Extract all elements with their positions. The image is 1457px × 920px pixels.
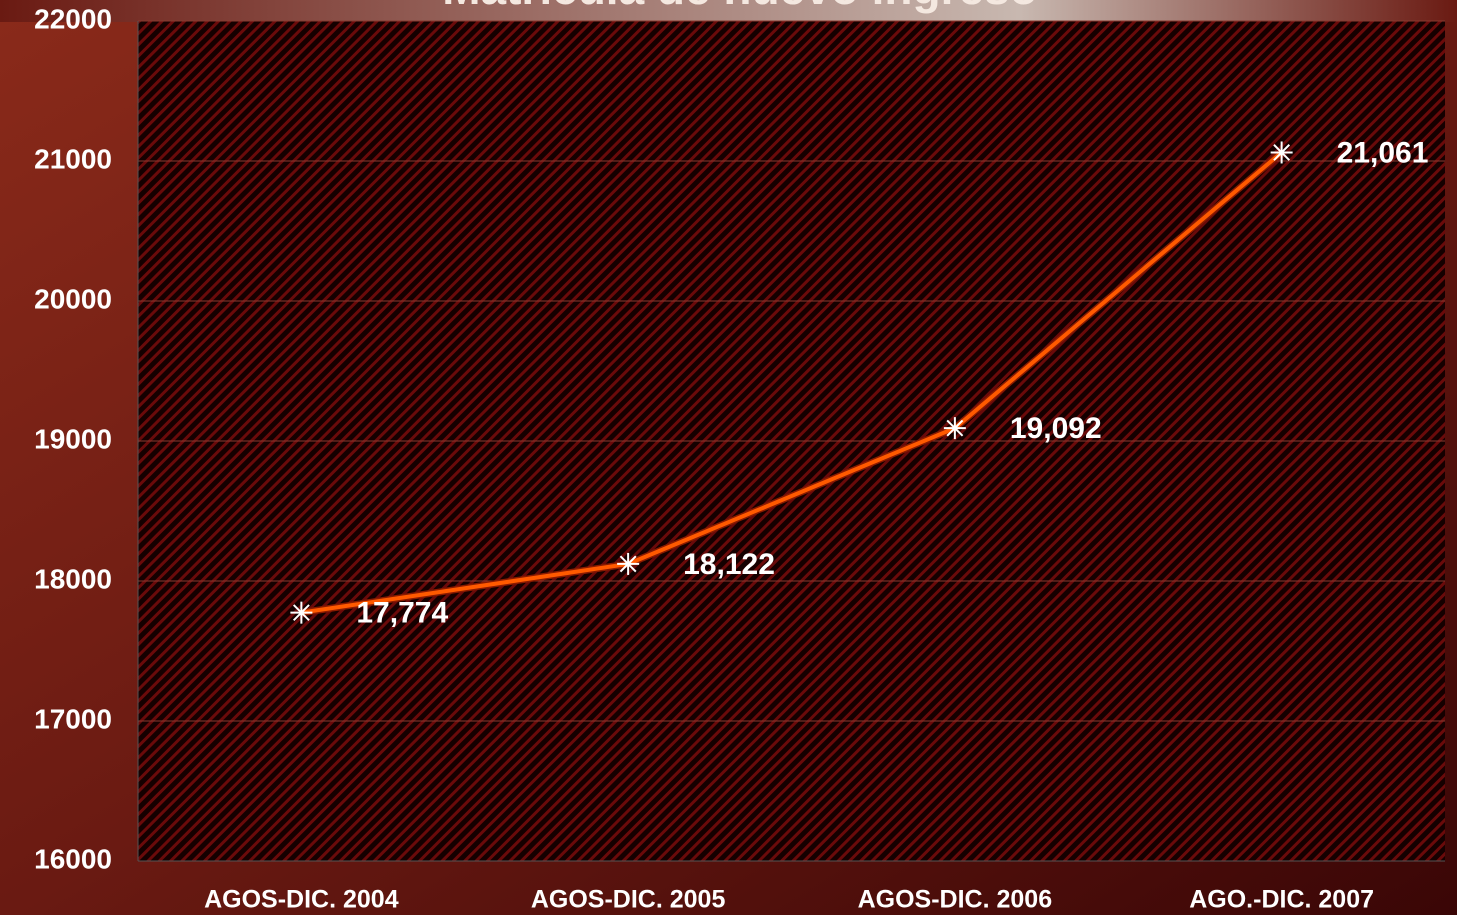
marker: [617, 552, 640, 575]
y-tick-label: 20000: [34, 283, 112, 314]
marker-stroke: [1273, 144, 1291, 161]
y-tick-label: 19000: [34, 423, 112, 454]
marker: [1270, 141, 1293, 164]
marker-stroke: [619, 555, 637, 573]
title-band: [0, 0, 1457, 22]
y-tick-label: 18000: [34, 563, 112, 594]
marker-stroke: [292, 604, 310, 622]
marker: [943, 417, 966, 440]
marker: [290, 601, 313, 624]
chart-title: Matrícula de nuevo ingreso: [442, 0, 1038, 14]
y-tick-label: 22000: [34, 3, 112, 34]
x-tick-label: AGO.-DIC. 2007: [1189, 886, 1374, 914]
data-label: 18,122: [683, 548, 775, 581]
y-tick-label: 21000: [34, 143, 112, 174]
line: [301, 150, 1283, 615]
data-label: 19,092: [1010, 412, 1102, 445]
data-label: 21,061: [1337, 136, 1429, 169]
data-label: 17,774: [356, 597, 448, 630]
x-tick-label: AGOS-DIC. 2006: [858, 886, 1053, 914]
y-tick-label: 17000: [34, 703, 112, 734]
x-tick-label: AGOS-DIC. 2005: [531, 886, 726, 914]
y-tick-label: 16000: [34, 843, 112, 874]
x-tick-label: AGOS-DIC. 2004: [204, 886, 399, 914]
marker-stroke: [946, 419, 964, 437]
